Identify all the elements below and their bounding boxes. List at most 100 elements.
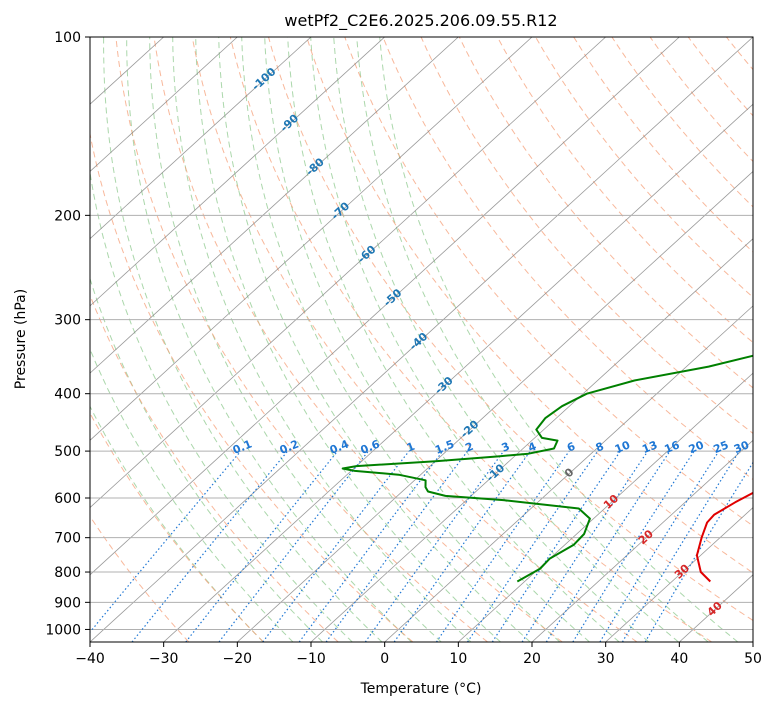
x-tick-label: −30: [149, 651, 179, 667]
y-tick-label: 400: [54, 387, 81, 403]
isotherm: [752, 641, 753, 642]
moist-adiabat: [241, 37, 561, 642]
isotherm: [237, 170, 753, 642]
x-tick-label: 50: [744, 651, 762, 667]
series-layer: [341, 354, 753, 583]
mixing-ratio-label: 3: [500, 440, 512, 455]
moist-adiabat: [195, 37, 501, 642]
isotherm: [90, 37, 385, 307]
plot-frame: [89, 36, 754, 643]
moist-adiabat: [218, 37, 531, 642]
mixing-ratio-label: 13: [640, 438, 659, 456]
x-tick-label: −40: [75, 651, 105, 667]
x-tick-label: 0: [380, 651, 389, 667]
y-tick-label: 800: [54, 565, 81, 581]
isotherm: [531, 439, 753, 642]
moist-adiabat: [126, 37, 412, 642]
mixing-ratio-line: [467, 450, 599, 642]
y-tick-label: 600: [54, 491, 81, 507]
mixing-ratio-label: 16: [662, 438, 681, 456]
isotherm: [90, 37, 753, 642]
y-tick-label: 300: [54, 313, 81, 329]
isotherm: [90, 37, 312, 240]
dry-adiabat: [306, 37, 753, 574]
x-ticks: −40 −30 −20 −10 0 10 20 30 40 50: [75, 642, 762, 667]
mixing-ratio-label: 1: [405, 440, 417, 455]
mixing-ratio-label: 25: [711, 438, 730, 456]
mixing-ratio-line: [491, 450, 621, 642]
mixing-ratio-line: [572, 450, 695, 642]
mixing-ratio-label: 2: [463, 440, 475, 455]
y-tick-label: 700: [54, 531, 81, 547]
dry-adiabat: [382, 37, 753, 481]
x-tick-label: 40: [670, 651, 688, 667]
background-lines: [90, 37, 775, 642]
x-tick-label: 10: [449, 651, 467, 667]
mixing-ratio-line: [262, 450, 410, 642]
moist-adiabat: [90, 169, 353, 642]
dry-adiabat: [90, 515, 190, 642]
dry-adiabat: [268, 37, 753, 622]
y-tick-label: 200: [54, 208, 81, 224]
moist-adiabat: [172, 37, 472, 642]
mixing-ratio-label: 8: [594, 440, 606, 455]
chart-title: wetPf2_C2E6.2025.206.09.55.R12: [284, 11, 557, 31]
mixing-ratio-line: [545, 450, 671, 642]
moist-adiabat: [264, 37, 590, 642]
isotherm: [605, 507, 753, 642]
temperature-profile-line: [695, 491, 753, 583]
moist-adiabat: [149, 37, 442, 642]
moist-adiabat: [90, 347, 294, 642]
dry-adiabat: [765, 37, 775, 642]
isotherm: [90, 37, 533, 441]
dry-adiabat: [535, 37, 753, 298]
dry-adiabat: [90, 412, 264, 642]
dry-adiabat: [153, 37, 563, 642]
moist-adiabat: [90, 277, 323, 642]
dry-adiabat: [496, 37, 753, 344]
isotherm: [90, 37, 238, 172]
isotherm: [90, 37, 459, 374]
moist-adiabat: [356, 37, 709, 642]
isotherm: [90, 37, 680, 576]
x-tick-label: −20: [223, 651, 253, 667]
moist-adiabat: [379, 37, 739, 642]
x-tick-label: −10: [296, 651, 326, 667]
dewpoint-profile-line: [341, 354, 753, 583]
isotherm: [163, 103, 753, 642]
mixing-ratio-line: [131, 450, 289, 642]
isotherm: [458, 372, 753, 642]
y-tick-label: 500: [54, 444, 81, 460]
mixing-ratio-line: [364, 450, 505, 642]
mixing-ratio-line: [435, 450, 570, 642]
mixing-ratio-line: [521, 450, 649, 642]
mixing-ratio-line: [393, 450, 531, 642]
x-tick-label: 20: [523, 651, 541, 667]
dry-adiabat: [115, 37, 488, 642]
isotherm: [310, 238, 753, 642]
x-tick-label: 30: [597, 651, 615, 667]
y-tick-label: 100: [54, 30, 81, 46]
mixing-ratio-line: [298, 450, 444, 642]
mixing-ratio-label: 10: [613, 438, 632, 456]
moist-adiabat: [90, 405, 264, 642]
y-tick-label: 900: [54, 595, 81, 611]
mixing-ratio-line: [90, 450, 242, 633]
y-tick-label: 1000: [45, 622, 81, 638]
y-axis-label: Pressure (hPa): [13, 289, 29, 389]
moist-adiabat: [333, 37, 679, 642]
y-ticks: 100 200 300 400 500 600 700 800 900 1000: [45, 30, 90, 638]
isotherm: [384, 305, 753, 642]
mixing-ratio-label: 30: [732, 438, 751, 456]
dry-adiabat: [229, 37, 712, 642]
mixing-ratio-line: [621, 450, 740, 642]
mixing-ratio-line: [325, 450, 468, 642]
dry-adiabat: [90, 131, 414, 642]
mixing-ratio-label: 20: [687, 438, 706, 456]
mixing-ratio-line: [185, 450, 339, 642]
x-axis-label: Temperature (°C): [360, 681, 482, 697]
moist-adiabat: [310, 37, 650, 642]
isotherm: [90, 37, 606, 509]
dry-adiabat: [191, 37, 638, 642]
